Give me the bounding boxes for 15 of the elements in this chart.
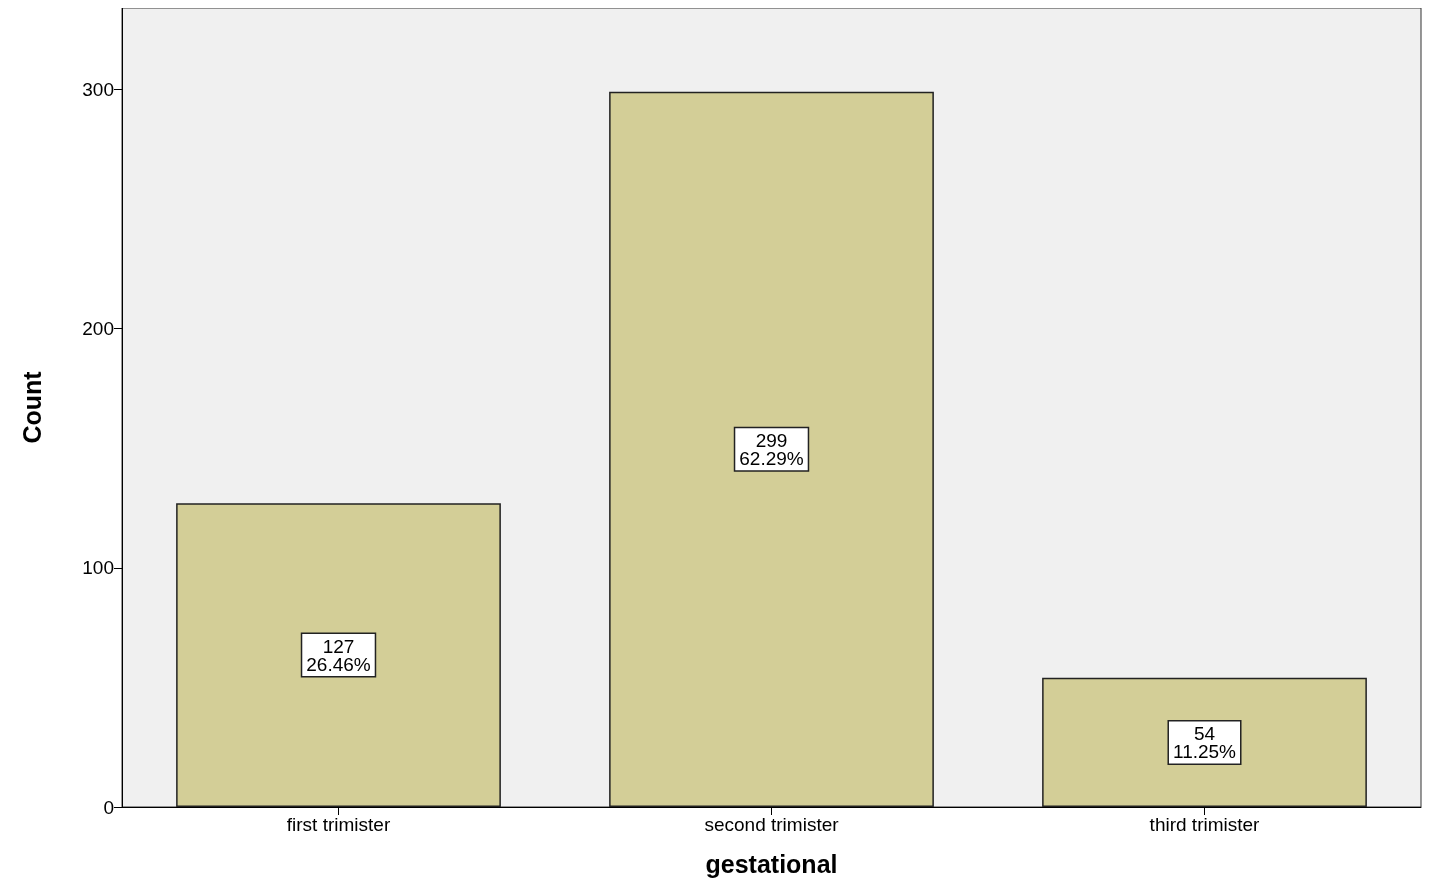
bar <box>609 91 934 807</box>
bar <box>1042 677 1367 807</box>
data-label: 299 62.29% <box>739 429 804 469</box>
x-tick-label: second trimister <box>704 814 840 835</box>
data-label: 127 26.46% <box>306 635 371 675</box>
x-axis-title: gestational <box>705 849 838 878</box>
x-tick-label: first trimister <box>286 814 391 835</box>
data-label: 54 11.25% <box>1172 722 1237 762</box>
y-tick-label: 100 <box>82 557 114 579</box>
y-tick-label: 0 <box>103 796 114 818</box>
y-axis-title: Count <box>17 370 46 444</box>
bar <box>176 503 501 807</box>
y-tick-label: 200 <box>82 318 114 340</box>
y-tick-label: 300 <box>82 78 114 100</box>
x-tick-label: third trimister <box>1149 814 1261 835</box>
